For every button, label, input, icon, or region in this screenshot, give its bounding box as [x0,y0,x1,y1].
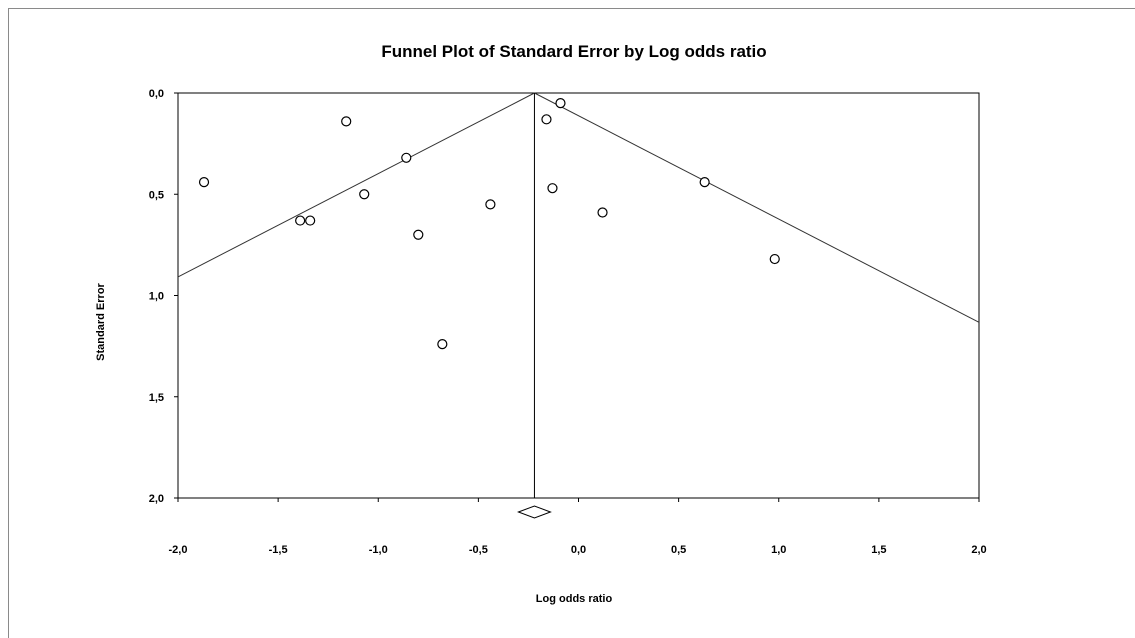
x-tick-label: 2,0 [971,544,986,556]
x-tick-label: -2,0 [169,544,188,556]
y-axis-ticks: 0,0 0,5 1,0 1,5 2,0 [149,88,178,505]
study-point [198,177,210,188]
chart-title: Funnel Plot of Standard Error by Log odd… [381,42,766,61]
study-point [341,116,352,127]
x-tick-label: 0,0 [571,544,586,556]
x-tick-label: -0,5 [469,544,488,556]
y-tick-label: 1,5 [149,392,164,404]
y-tick-label: 0,5 [149,189,164,201]
x-tick-label: 1,5 [871,544,886,556]
study-point [295,215,306,226]
funnel-left-line [177,92,535,278]
study-point [413,229,424,240]
study-point [555,98,566,109]
pooled-estimate-diamond [517,505,552,519]
study-point [541,114,552,125]
study-point [401,152,412,163]
study-point [597,207,608,218]
x-tick-label: 1,0 [771,544,786,556]
y-tick-label: 1,0 [149,291,164,303]
plot-area [177,92,980,499]
funnel-right-line [534,92,980,323]
pooled-estimate-diamond-group [517,505,552,519]
study-point [699,177,710,188]
y-tick-label: 2,0 [149,493,164,505]
y-axis-label: Standard Error [95,282,107,360]
study-point [305,215,316,226]
chart-frame [8,8,1135,638]
study-point [769,253,780,265]
y-tick-label: 0,0 [149,88,164,100]
x-tick-label: -1,0 [369,544,388,556]
funnel-lines [177,92,980,498]
x-tick-label: -1,5 [269,544,288,556]
x-axis-ticks: -2,0 -1,5 -1,0 -0,5 0,0 0,5 1,0 1,5 2,0 [169,498,987,556]
study-point [437,339,448,350]
study-point [485,199,496,210]
x-tick-label: 0,5 [671,544,686,556]
study-point [359,189,370,200]
study-point [547,183,558,194]
x-axis-label: Log odds ratio [536,593,613,605]
study-points [198,98,780,350]
